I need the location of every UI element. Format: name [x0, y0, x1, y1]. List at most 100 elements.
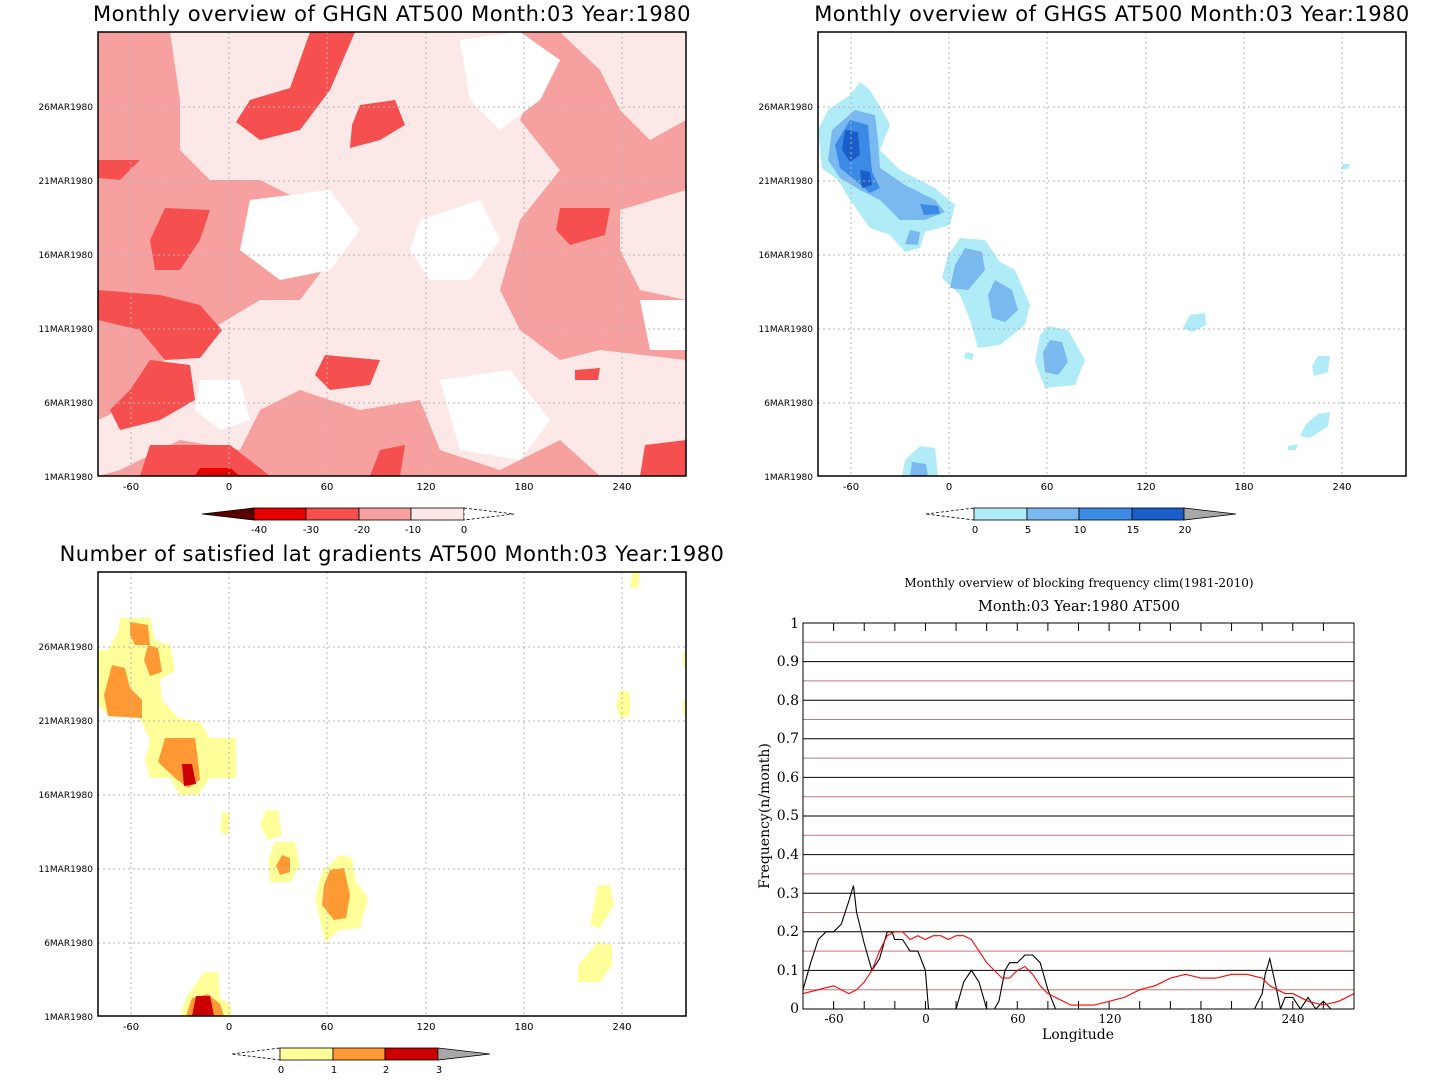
contour-dark [556, 208, 610, 245]
y-tick-label: 1MAR1980 [764, 473, 813, 483]
colorbar-label: -20 [354, 525, 370, 536]
contour-2-3 [192, 996, 214, 1016]
x-tick-label: -60 [843, 482, 859, 493]
contour-0-1 [578, 942, 612, 982]
y-tick-label: 16MAR1980 [38, 791, 93, 801]
x-tick-label: 0 [226, 1022, 232, 1033]
x-tick-label: 60 [321, 1022, 334, 1033]
y-tick-labels: 1MAR1980 6MAR1980 11MAR1980 16MAR1980 21… [38, 643, 93, 1023]
colorbar-swatch [305, 507, 360, 521]
colorbar-label: -30 [303, 525, 319, 536]
y-tick-label: 6MAR1980 [764, 399, 813, 409]
colorbar-label: 10 [1074, 525, 1087, 536]
x-tick-label: -60 [824, 1012, 843, 1026]
plot-frame [802, 622, 1355, 1010]
contour-0-5 [1312, 356, 1330, 376]
y-tick-label: 1 [790, 616, 799, 632]
colorbar-label: 3 [436, 1065, 442, 1076]
colorbar-swatch [279, 1047, 334, 1061]
x-tick-label: 60 [1010, 1012, 1025, 1026]
panel-title: Monthly overview of GHGS AT500 Month:03 … [814, 2, 1410, 26]
colorbar-swatch [925, 507, 975, 521]
chart-title: Monthly overview of blocking frequency c… [904, 576, 1253, 590]
x-tick-label: 0 [226, 482, 232, 493]
plot-frame [97, 571, 687, 1017]
contour-white [410, 200, 500, 280]
y-tick-label: 0.4 [777, 847, 799, 863]
panel-blocking-frequency: Monthly overview of blocking frequency c… [757, 576, 1355, 1043]
colorbar-swatch [1131, 507, 1185, 521]
contour-dark [98, 290, 222, 360]
contour-5-10 [988, 280, 1018, 322]
x-tick-label: 240 [1282, 1012, 1305, 1026]
colorbar-swatch [410, 507, 465, 521]
colorbar-label: 0 [278, 1065, 284, 1076]
colorbar-label: 15 [1127, 525, 1140, 536]
y-tick-label: 1MAR1980 [44, 473, 93, 483]
colorbar: 0 5 10 15 20 [925, 507, 1237, 536]
y-tick-labels: 0 0.1 0.2 0.3 0.4 0.5 0.6 0.7 0.8 0.9 1 [777, 616, 799, 1017]
contour-light [620, 190, 686, 300]
y-tick-label: 21MAR1980 [38, 717, 93, 727]
gridlines [803, 622, 1354, 1010]
y-tick-label: 0.7 [777, 731, 799, 747]
y-tick-label: 1MAR1980 [44, 1013, 93, 1023]
x-tick-label: 0 [922, 1012, 930, 1026]
y-tick-label: 6MAR1980 [44, 399, 93, 409]
contour-0-1 [220, 812, 230, 835]
colorbar-swatch [1183, 507, 1237, 521]
contour-light [560, 32, 686, 140]
x-tick-label: -60 [123, 482, 139, 493]
contour-15-20 [842, 130, 860, 162]
colorbar: -40 -30 -20 -10 0 [201, 507, 515, 536]
contour-5-10 [910, 462, 928, 476]
y-tick-label: 0.1 [777, 963, 799, 979]
contour-dark [370, 445, 405, 476]
contour-5-10 [905, 230, 920, 245]
panel-title: Number of satisfied lat gradients AT500 … [60, 542, 725, 566]
colorbar: 0 1 2 3 [231, 1047, 491, 1076]
y-tick-labels: 1MAR1980 6MAR1980 11MAR1980 16MAR1980 21… [38, 103, 93, 483]
colorbar-swatch [332, 1047, 386, 1061]
panel-ghgn: Monthly overview of GHGN AT500 Month:03 … [38, 2, 690, 536]
x-tick-label: 0 [946, 482, 952, 493]
y-tick-label: 16MAR1980 [758, 251, 813, 261]
x-tick-label: 120 [416, 1022, 435, 1033]
x-tick-labels: -60 0 60 120 180 240 [123, 1022, 632, 1033]
y-tick-label: 26MAR1980 [758, 103, 813, 113]
contour-dark [640, 440, 686, 476]
y-tick-label: 21MAR1980 [758, 177, 813, 187]
ghgs-field [818, 82, 1350, 476]
colorbar-swatch [1026, 507, 1080, 521]
colorbar-label: 2 [383, 1065, 389, 1076]
ghgn-field [98, 32, 686, 476]
grid [98, 572, 686, 1016]
contour-0-5 [1300, 412, 1330, 438]
y-tick-label: 0.5 [777, 808, 799, 824]
y-tick-label: 11MAR1980 [38, 325, 93, 335]
colorbar-label: 20 [1179, 525, 1192, 536]
grid [818, 32, 1406, 476]
contour-1-2 [144, 645, 162, 676]
contour-5-10 [950, 248, 985, 290]
colorbar-swatch [201, 507, 255, 521]
contour-light [98, 32, 686, 476]
series-line [803, 931, 1354, 1006]
colorbar-swatch [463, 507, 515, 521]
contour-dark [140, 445, 270, 476]
y-tick-label: 0.8 [777, 693, 799, 709]
contour-2-3 [182, 764, 196, 786]
y-tick-label: 0.9 [777, 654, 799, 670]
panel-lat-gradients: Number of satisfied lat gradients AT500 … [38, 542, 725, 1076]
contour-0-1 [590, 885, 614, 928]
contour-1-2 [104, 665, 142, 718]
x-tick-label: 60 [321, 482, 334, 493]
colorbar-label: 5 [1025, 525, 1031, 536]
panel-ghgs: Monthly overview of GHGS AT500 Month:03 … [758, 2, 1409, 536]
contour-white [460, 32, 560, 130]
contour-dark [350, 100, 405, 148]
y-axis-label: Frequency(n/month) [757, 743, 773, 889]
contour-0-5 [964, 352, 974, 360]
contour-0-5 [902, 446, 938, 476]
